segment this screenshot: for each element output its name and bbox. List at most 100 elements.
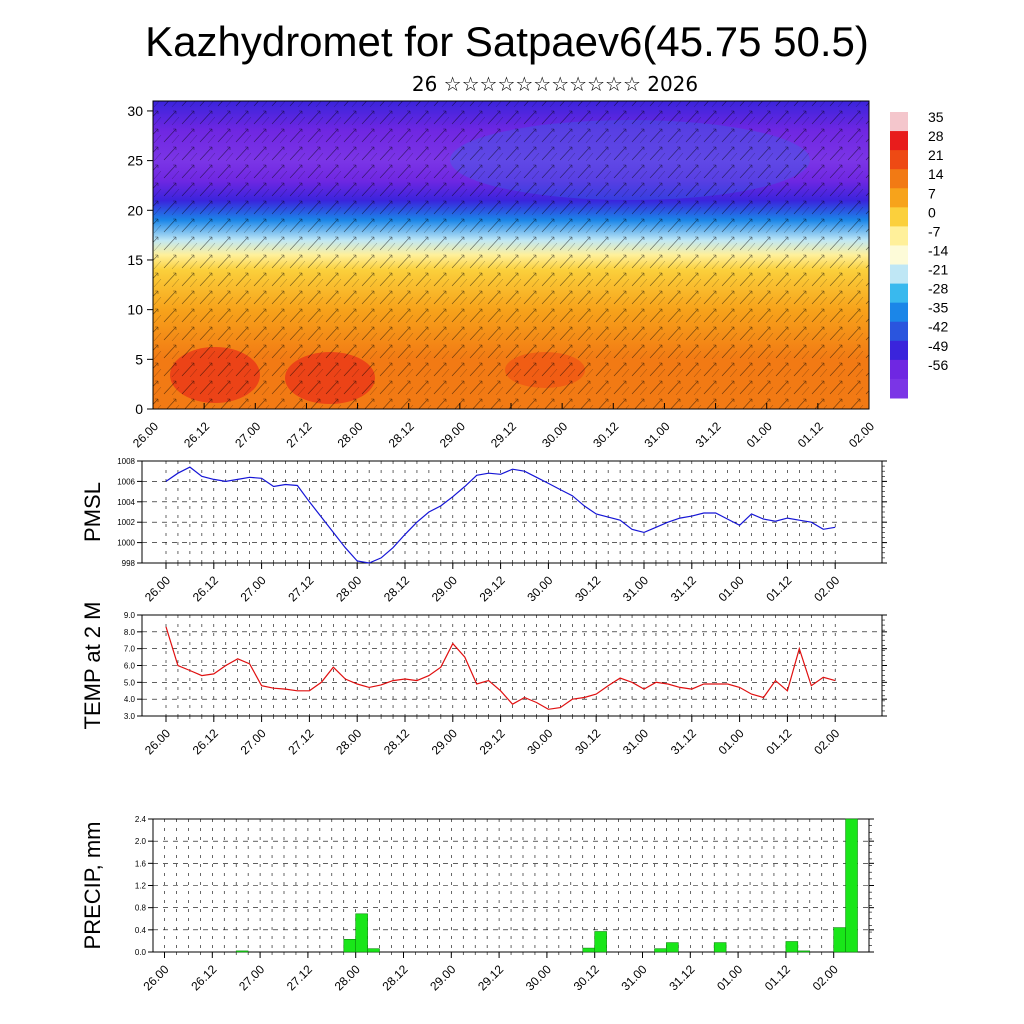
colorbar-label: -7	[928, 223, 941, 239]
x-tick-label: 28.12	[381, 573, 412, 604]
x-tick-label: 30.12	[571, 962, 602, 993]
cross-section-panel: 0 5 10 15 20 25 30 26.00 26.12 27.00 27.12 28.00 28…	[127, 100, 948, 450]
x-tick-label: 26.00	[140, 962, 171, 993]
x-tick-label: 28.00	[332, 962, 363, 993]
y-tick-label: 10	[127, 302, 143, 318]
x-tick-label: 29.00	[427, 962, 458, 993]
x-tick-label: 29.00	[437, 419, 468, 450]
cross-section-y-axis: 0 5 10 15 20 25 30	[127, 103, 153, 417]
y-tick-label: 8.0	[124, 628, 136, 637]
x-tick-label: 26.12	[188, 962, 219, 993]
y-tick-label: 20	[127, 202, 143, 218]
x-tick-label: 31.00	[620, 573, 651, 604]
precip-bar	[833, 927, 846, 953]
x-tick-label: 31.12	[693, 419, 724, 450]
temp-panel: 3.0 4.0 5.0 6.0 7.0 8.0 9.0 26.00 26.12 27.00 27.1…	[80, 602, 887, 757]
colorbar: 35 28 21 14 7 0 -7 -14 -21 -28 -35 -42 -49 -56	[890, 109, 948, 399]
x-tick-label: 02.00	[811, 726, 842, 757]
x-tick-label: 30.00	[524, 573, 555, 604]
colorbar-swatch	[890, 264, 908, 285]
colorbar-swatch	[890, 321, 908, 342]
x-tick-label: 02.00	[811, 573, 842, 604]
y-tick-label: 9.0	[124, 611, 136, 620]
x-tick-label: 30.12	[572, 726, 603, 757]
x-tick-label: 26.12	[190, 573, 221, 604]
chart-subtitle: 26 ☆☆☆☆☆☆☆☆☆☆☆ 2026	[411, 72, 699, 96]
precip-bar	[713, 942, 727, 953]
colorbar-label: -35	[928, 300, 948, 316]
colorbar-label: -21	[928, 262, 948, 278]
x-tick-label: 29.00	[429, 726, 460, 757]
y-tick-label: 2.4	[135, 815, 147, 824]
precip-bar	[235, 950, 249, 953]
precip-bar	[845, 818, 858, 953]
colorbar-swatch	[890, 131, 908, 151]
colorbar-label: 28	[928, 128, 944, 144]
x-tick-label: 31.00	[620, 726, 651, 757]
cross-section-x-axis: 26.00 26.12 27.00 27.12 28.00 28.12 29.00 29.12…	[130, 403, 877, 450]
precip-bar	[582, 947, 595, 953]
x-tick-label: 27.12	[285, 573, 316, 604]
panel-ylabel: PRECIP, mm	[80, 822, 105, 950]
y-tick-label: 3.0	[124, 712, 136, 721]
colorbar-swatch	[890, 188, 908, 208]
x-tick-label: 01.00	[716, 573, 747, 604]
x-tick-label: 26.00	[130, 419, 161, 450]
x-tick-label: 30.12	[590, 419, 621, 450]
x-tick-label: 31.12	[666, 962, 697, 993]
colorbar-label: -14	[928, 242, 948, 258]
x-tick-label: 29.12	[477, 726, 508, 757]
x-tick-label: 27.12	[283, 419, 314, 450]
y-tick-label: 998	[122, 559, 136, 568]
x-tick-label: 30.00	[523, 962, 554, 993]
y-tick-label: 1002	[117, 518, 135, 527]
panel-frame	[141, 460, 883, 564]
x-tick-label: 30.00	[524, 726, 555, 757]
y-tick-label: 0	[135, 401, 143, 417]
x-tick-label: 31.00	[641, 419, 672, 450]
colorbar-swatch	[890, 150, 908, 170]
y-tick-label: 1000	[117, 539, 135, 548]
x-tick-label: 27.12	[284, 962, 315, 993]
x-tick-label: 28.12	[381, 726, 412, 757]
x-tick-label: 27.00	[238, 726, 269, 757]
x-tick-label: 27.00	[232, 419, 263, 450]
x-tick-label: 28.00	[333, 573, 364, 604]
y-tick-label: 15	[127, 252, 143, 268]
colorbar-swatch	[890, 359, 908, 380]
colorbar-label: -49	[928, 338, 948, 354]
y-tick-label: 1004	[117, 498, 135, 507]
pmsl-line	[165, 466, 836, 564]
x-tick-label: 01.12	[763, 726, 794, 757]
x-tick-label: 31.00	[618, 962, 649, 993]
precip-bar	[355, 913, 368, 953]
precip-bar	[654, 948, 667, 953]
x-tick-label: 30.00	[539, 419, 570, 450]
colorbar-label: 0	[928, 204, 936, 220]
x-tick-label: 29.12	[475, 962, 506, 993]
colorbar-swatch	[890, 245, 908, 266]
x-tick-label: 01.12	[763, 573, 794, 604]
x-tick-label: 31.12	[668, 573, 699, 604]
y-tick-label: 0.4	[135, 926, 147, 935]
y-tick-label: 6.0	[124, 662, 136, 671]
x-tick-label: 26.12	[181, 419, 212, 450]
chart-title: Kazhydromet for Satpaev6(45.75 50.5)	[145, 18, 869, 65]
y-tick-label: 4.0	[124, 695, 136, 704]
y-tick-label: 5	[135, 351, 143, 367]
x-tick-label: 29.12	[477, 573, 508, 604]
y-tick-label: 1006	[117, 477, 135, 486]
colorbar-swatch	[890, 340, 908, 361]
colorbar-swatch	[890, 207, 908, 227]
x-tick-label: 01.12	[795, 419, 826, 450]
panel-ylabel: PMSL	[80, 482, 105, 542]
x-tick-label: 01.00	[716, 726, 747, 757]
y-tick-label: 5.0	[124, 678, 136, 687]
y-tick-label: 7.0	[124, 645, 136, 654]
x-tick-label: 27.12	[285, 726, 316, 757]
precip-bar	[666, 942, 679, 953]
wind-barbs	[153, 101, 869, 409]
x-tick-label: 31.12	[668, 726, 699, 757]
precip-bar	[367, 948, 380, 953]
